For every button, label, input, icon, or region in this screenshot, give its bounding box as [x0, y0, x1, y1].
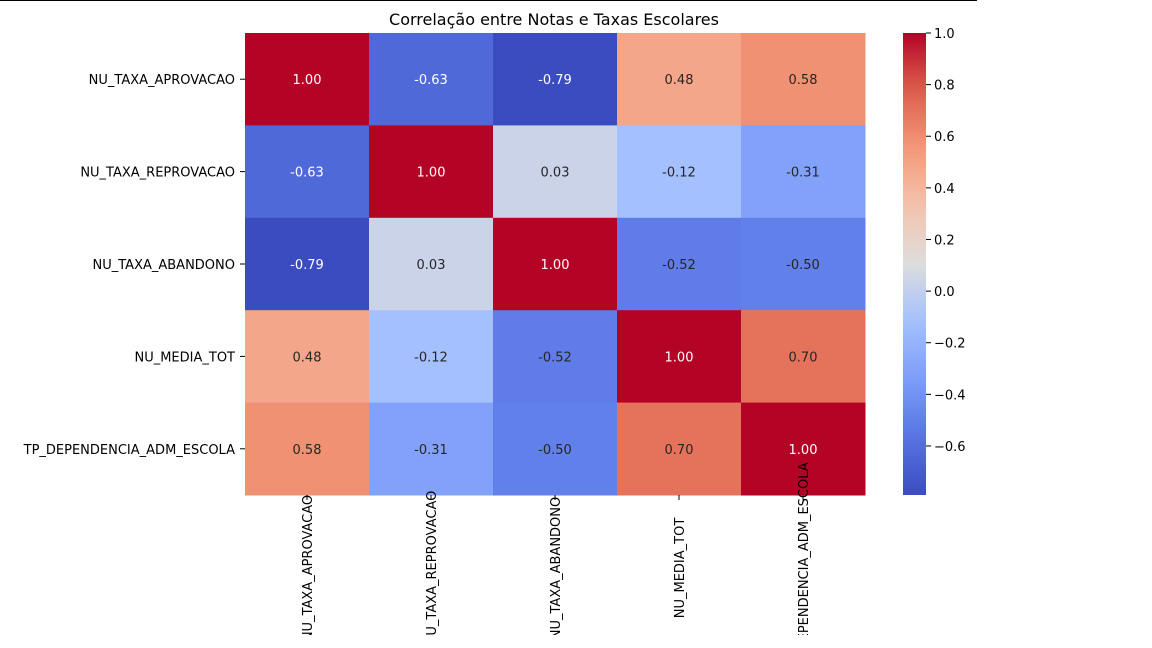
heatmap-cell	[245, 310, 370, 404]
cell-value-label: 0.48	[665, 73, 694, 88]
row-tick-label: NU_TAXA_APROVACAO	[89, 73, 235, 88]
column-tick-label: NU_MEDIA_TOT	[673, 518, 688, 619]
row-tick-label: NU_MEDIA_TOT	[134, 350, 235, 365]
heatmap-cell	[245, 217, 370, 311]
cell-value-label: -0.63	[414, 73, 448, 88]
cell-value-label: -0.79	[538, 73, 572, 88]
heatmap-cell	[245, 125, 370, 219]
colorbar-tick-label: 0.4	[934, 182, 955, 197]
heatmap-cell	[617, 402, 742, 496]
row-tick-label: NU_TAXA_REPROVACAO	[80, 166, 235, 181]
column-tick-label: NU_TAXA_ABANDONO	[549, 497, 564, 640]
cell-value-label: 1.00	[541, 258, 570, 273]
heatmap-cell	[617, 33, 742, 126]
cell-value-label: -0.63	[290, 166, 324, 181]
row-tick-label: NU_TAXA_ABANDONO	[93, 258, 236, 273]
row-tick-labels: NU_TAXA_APROVACAO NU_TAXA_REPROVACAO NU_TA…	[23, 73, 245, 458]
cell-value-label: 1.00	[789, 443, 818, 458]
cell-value-label: -0.52	[662, 258, 696, 273]
heatmap-cell	[369, 310, 494, 404]
heatmap-cell	[617, 310, 742, 404]
cell-value-label: 0.58	[789, 73, 818, 88]
cell-value-label: 0.58	[293, 443, 322, 458]
heatmap-cell	[493, 33, 618, 126]
cell-value-label: 1.00	[293, 73, 322, 88]
colorbar: 1.0 0.8 0.6 0.4 0.2 0.0 −0.2 −0.4 −0.6	[903, 27, 966, 495]
heatmap-cell	[493, 217, 618, 311]
cell-value-label: -0.50	[538, 443, 572, 458]
heatmap-cell	[741, 310, 866, 404]
cell-value-label: 0.70	[665, 443, 694, 458]
cell-value-label: -0.31	[786, 166, 820, 181]
colorbar-tick-label: 1.0	[934, 27, 955, 42]
heatmap-cell	[369, 402, 494, 496]
column-tick-label: TP_DEPENDENCIA_ADM_ESCOLA	[797, 462, 812, 648]
colorbar-tick-label: −0.6	[934, 440, 966, 455]
row-tick-label: TP_DEPENDENCIA_ADM_ESCOLA	[23, 443, 235, 458]
heatmap-cell	[617, 125, 742, 219]
heatmap-cells: 1.00 -0.63 -0.79 0.48 0.58 -0.63 1.00 0.03 -0.12…	[245, 33, 866, 496]
colorbar-tick-label: 0.0	[934, 285, 955, 300]
cell-value-label: 0.03	[541, 166, 570, 181]
cell-value-label: 1.00	[665, 350, 694, 365]
heatmap-cell	[245, 33, 370, 126]
cell-value-label: 1.00	[417, 166, 446, 181]
colorbar-tick-label: 0.8	[934, 79, 955, 94]
cell-value-label: -0.12	[662, 166, 696, 181]
column-tick-label: NU_TAXA_REPROVACAO	[425, 491, 440, 646]
colorbar-tick-label: −0.4	[934, 388, 966, 403]
colorbar-tick-label: 0.2	[934, 233, 955, 248]
heatmap-cell	[369, 33, 494, 126]
heatmap-cell	[741, 402, 866, 496]
heatmap-cell	[493, 402, 618, 496]
column-tick-labels: NU_TAXA_APROVACAO NU_TAXA_REPROVACAO NU_TA…	[301, 462, 812, 648]
heatmap-cell	[741, 217, 866, 311]
heatmap-cell	[369, 125, 494, 219]
cell-value-label: 0.03	[417, 258, 446, 273]
colorbar-tick-label: 0.6	[934, 130, 955, 145]
cell-value-label: -0.31	[414, 443, 448, 458]
heatmap-cell	[245, 402, 370, 496]
cell-value-label: -0.50	[786, 258, 820, 273]
chart-title: Correlação entre Notas e Taxas Escolares	[389, 10, 719, 29]
cell-value-label: -0.79	[290, 258, 324, 273]
cell-value-label: -0.52	[538, 350, 572, 365]
heatmap-cell	[741, 33, 866, 126]
heatmap-cell	[741, 125, 866, 219]
cell-value-label: 0.48	[293, 350, 322, 365]
cell-value-label: -0.12	[414, 350, 448, 365]
colorbar-gradient	[903, 33, 926, 495]
cell-value-label: 0.70	[789, 350, 818, 365]
heatmap-cell	[493, 125, 618, 219]
top-border-line	[0, 0, 977, 1]
heatmap-cell	[369, 217, 494, 311]
column-tick-label: NU_TAXA_APROVACAO	[301, 495, 316, 641]
heatmap-cell	[493, 310, 618, 404]
colorbar-tick-label: −0.2	[934, 337, 966, 352]
heatmap-cell	[617, 217, 742, 311]
